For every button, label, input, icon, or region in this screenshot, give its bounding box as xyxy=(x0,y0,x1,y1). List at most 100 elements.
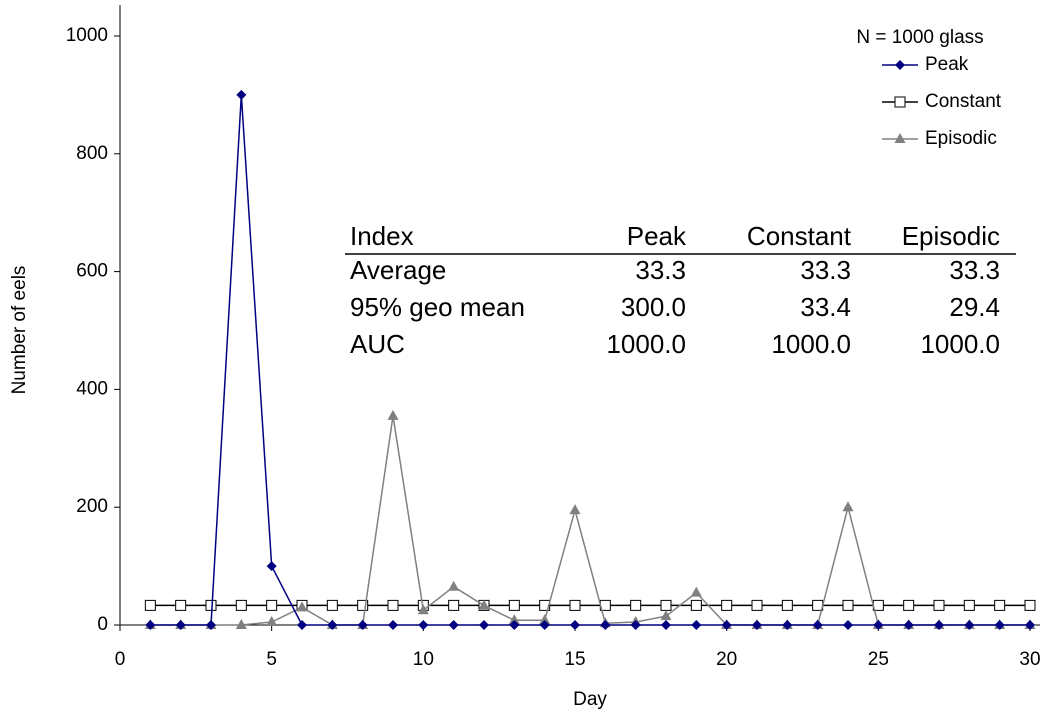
marker xyxy=(630,599,642,611)
marker xyxy=(569,504,581,515)
table-cell: 1000.0 xyxy=(920,329,1000,359)
marker xyxy=(630,620,641,630)
marker xyxy=(1024,599,1036,611)
marker xyxy=(690,599,702,611)
marker xyxy=(266,599,278,611)
table-header: Index xyxy=(350,221,414,251)
table-cell: 1000.0 xyxy=(771,329,851,359)
marker xyxy=(448,580,460,591)
marker xyxy=(418,620,429,630)
y-tick-label: 400 xyxy=(76,378,108,399)
table-cell: 33.3 xyxy=(635,255,686,285)
table-cell: 29.4 xyxy=(949,292,1000,322)
marker xyxy=(175,599,187,611)
marker xyxy=(235,619,247,629)
table-cell: 33.3 xyxy=(949,255,1000,285)
y-tick-label: 1000 xyxy=(66,25,108,46)
table-cell: Average xyxy=(350,255,446,285)
marker xyxy=(508,599,520,611)
marker xyxy=(387,599,399,611)
marker xyxy=(206,620,216,630)
marker xyxy=(894,96,906,108)
marker xyxy=(236,89,247,100)
marker xyxy=(145,620,156,630)
x-tick-label: 15 xyxy=(564,649,585,670)
table-cell: 300.0 xyxy=(621,292,686,322)
table-cell: 1000.0 xyxy=(606,329,686,359)
marker xyxy=(843,620,853,630)
marker xyxy=(782,620,793,630)
marker xyxy=(934,620,944,630)
marker xyxy=(539,620,550,630)
marker xyxy=(751,599,763,611)
y-tick-label: 800 xyxy=(76,143,108,164)
marker xyxy=(963,599,975,611)
marker xyxy=(842,501,854,512)
legend-label: Episodic xyxy=(925,128,997,149)
marker xyxy=(266,616,278,627)
marker xyxy=(570,620,580,630)
marker xyxy=(1025,620,1035,630)
marker xyxy=(812,620,823,630)
marker xyxy=(388,620,398,630)
marker xyxy=(357,620,368,630)
marker xyxy=(387,409,399,420)
marker xyxy=(903,620,914,630)
table-header: Constant xyxy=(747,221,852,251)
marker xyxy=(326,599,338,611)
marker xyxy=(479,620,489,630)
legend-label: Peak xyxy=(925,54,969,75)
marker xyxy=(994,599,1006,611)
marker xyxy=(994,620,1005,630)
marker xyxy=(933,599,945,611)
marker xyxy=(842,599,854,611)
marker xyxy=(691,620,702,630)
marker xyxy=(660,599,672,611)
series-line xyxy=(150,415,1030,626)
marker xyxy=(144,599,156,611)
x-tick-label: 10 xyxy=(413,649,434,670)
marker xyxy=(539,599,551,611)
table-header: Peak xyxy=(627,221,687,251)
series-line xyxy=(150,94,1030,626)
x-tick-label: 25 xyxy=(868,649,889,670)
x-tick-label: 5 xyxy=(266,649,277,670)
y-tick-label: 0 xyxy=(97,614,108,635)
marker xyxy=(357,599,369,611)
marker xyxy=(296,601,308,612)
marker xyxy=(508,614,520,625)
table-cell: AUC xyxy=(350,329,405,359)
marker xyxy=(297,620,307,630)
marker xyxy=(781,599,793,611)
table-cell: 33.3 xyxy=(800,255,851,285)
marker xyxy=(327,620,338,630)
marker xyxy=(873,620,884,630)
legend-label: Constant xyxy=(925,91,1002,112)
marker xyxy=(721,620,732,630)
y-axis-label: Number of eels xyxy=(9,266,30,395)
marker xyxy=(539,614,551,625)
marker xyxy=(964,620,975,630)
marker xyxy=(752,620,762,630)
marker xyxy=(478,599,490,610)
marker xyxy=(660,610,672,621)
marker xyxy=(509,620,520,630)
marker xyxy=(448,620,459,630)
marker xyxy=(690,586,702,597)
marker xyxy=(894,133,906,143)
marker xyxy=(235,599,247,611)
marker xyxy=(721,599,733,611)
marker xyxy=(175,620,186,630)
marker xyxy=(895,60,905,70)
marker xyxy=(417,604,429,615)
marker xyxy=(661,620,671,630)
x-tick-label: 30 xyxy=(1019,649,1040,670)
x-tick-label: 20 xyxy=(716,649,737,670)
legend-title: N = 1000 glass xyxy=(856,27,983,48)
marker xyxy=(600,620,611,630)
marker xyxy=(903,599,915,611)
x-axis-label: Day xyxy=(573,689,607,710)
table-cell: 33.4 xyxy=(800,292,851,322)
table-header: Episodic xyxy=(902,221,1000,251)
y-tick-label: 600 xyxy=(76,261,108,282)
